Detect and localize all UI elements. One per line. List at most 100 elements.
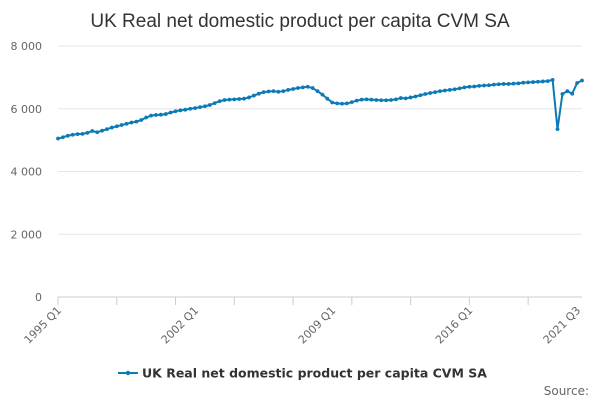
data-point[interactable] xyxy=(325,96,330,101)
data-point[interactable] xyxy=(296,86,300,90)
data-point[interactable] xyxy=(124,121,129,126)
data-point[interactable] xyxy=(149,113,153,118)
legend[interactable]: UK Real net domestic product per capita … xyxy=(118,366,487,381)
data-point[interactable] xyxy=(482,83,486,88)
data-point[interactable] xyxy=(109,125,114,130)
data-point[interactable] xyxy=(276,89,281,94)
data-point[interactable] xyxy=(227,97,232,102)
data-point[interactable] xyxy=(354,98,359,103)
data-point[interactable] xyxy=(251,93,256,98)
data-point[interactable] xyxy=(531,80,535,84)
data-point[interactable] xyxy=(545,79,550,84)
data-point[interactable] xyxy=(442,88,447,93)
data-point[interactable] xyxy=(168,110,173,115)
data-point[interactable] xyxy=(389,98,393,102)
data-point[interactable] xyxy=(526,80,531,85)
data-point[interactable] xyxy=(487,83,491,88)
data-point[interactable] xyxy=(207,103,212,107)
data-point[interactable] xyxy=(521,80,526,85)
data-point[interactable] xyxy=(237,97,242,101)
data-point[interactable] xyxy=(477,83,482,88)
data-point[interactable] xyxy=(418,93,423,98)
data-point[interactable] xyxy=(394,97,398,102)
data-point[interactable] xyxy=(433,90,437,95)
data-point[interactable] xyxy=(100,128,104,133)
data-point[interactable] xyxy=(154,113,158,117)
data-point[interactable] xyxy=(188,106,193,111)
data-point[interactable] xyxy=(80,131,85,136)
data-point[interactable] xyxy=(193,106,198,111)
data-point[interactable] xyxy=(462,85,467,90)
data-point[interactable] xyxy=(129,120,134,125)
data-point[interactable] xyxy=(75,132,80,137)
data-point[interactable] xyxy=(340,101,344,106)
data-point[interactable] xyxy=(105,127,109,132)
data-point[interactable] xyxy=(65,133,70,138)
data-point[interactable] xyxy=(516,81,521,86)
data-point[interactable] xyxy=(575,81,579,85)
data-point[interactable] xyxy=(511,81,516,86)
data-point[interactable] xyxy=(359,97,364,102)
data-point[interactable] xyxy=(364,97,369,102)
data-point[interactable] xyxy=(232,97,237,102)
data-point[interactable] xyxy=(242,96,246,101)
data-point[interactable] xyxy=(271,89,276,94)
data-point[interactable] xyxy=(114,124,119,129)
series-line-group[interactable] xyxy=(56,77,584,141)
data-point[interactable] xyxy=(560,92,565,96)
data-point[interactable] xyxy=(222,98,227,102)
data-point[interactable] xyxy=(320,92,325,97)
data-point[interactable] xyxy=(286,88,291,92)
data-point[interactable] xyxy=(158,112,163,117)
data-point[interactable] xyxy=(570,91,575,96)
data-point[interactable] xyxy=(300,85,305,90)
data-point[interactable] xyxy=(467,84,472,89)
data-point[interactable] xyxy=(428,91,433,95)
data-point[interactable] xyxy=(261,90,266,95)
data-point[interactable] xyxy=(70,132,75,137)
data-point[interactable] xyxy=(423,92,428,96)
data-point[interactable] xyxy=(550,77,555,82)
data-point[interactable] xyxy=(95,130,100,135)
data-point[interactable] xyxy=(335,101,340,106)
data-point[interactable] xyxy=(384,98,389,103)
data-point[interactable] xyxy=(379,98,384,103)
data-point[interactable] xyxy=(349,100,354,105)
data-point[interactable] xyxy=(330,100,335,105)
data-point[interactable] xyxy=(203,104,207,109)
data-point[interactable] xyxy=(305,84,310,89)
data-point[interactable] xyxy=(565,89,570,94)
data-point[interactable] xyxy=(90,129,95,133)
data-point[interactable] xyxy=(491,82,496,87)
data-point[interactable] xyxy=(266,89,271,94)
data-point[interactable] xyxy=(61,135,65,140)
data-point[interactable] xyxy=(183,107,188,112)
data-point[interactable] xyxy=(173,109,178,114)
data-point[interactable] xyxy=(247,95,251,100)
data-point[interactable] xyxy=(163,112,168,116)
data-point[interactable] xyxy=(536,79,540,84)
data-point[interactable] xyxy=(540,79,545,84)
data-point[interactable] xyxy=(447,88,452,92)
data-point[interactable] xyxy=(139,118,144,122)
data-point[interactable] xyxy=(281,89,286,94)
data-point[interactable] xyxy=(472,84,477,89)
data-point[interactable] xyxy=(134,119,139,124)
data-point[interactable] xyxy=(580,78,584,83)
data-point[interactable] xyxy=(310,86,315,90)
data-point[interactable] xyxy=(345,101,349,106)
data-point[interactable] xyxy=(438,89,442,94)
data-point[interactable] xyxy=(506,82,511,86)
data-point[interactable] xyxy=(144,115,149,120)
data-point[interactable] xyxy=(374,98,379,102)
data-point[interactable] xyxy=(501,82,506,86)
data-point[interactable] xyxy=(403,96,408,101)
data-point[interactable] xyxy=(217,99,222,104)
data-point[interactable] xyxy=(315,89,320,94)
data-point[interactable] xyxy=(452,87,457,92)
data-point[interactable] xyxy=(496,82,501,87)
data-point[interactable] xyxy=(119,123,124,127)
data-point[interactable] xyxy=(56,136,60,141)
data-point[interactable] xyxy=(457,86,462,91)
data-point[interactable] xyxy=(178,108,183,113)
